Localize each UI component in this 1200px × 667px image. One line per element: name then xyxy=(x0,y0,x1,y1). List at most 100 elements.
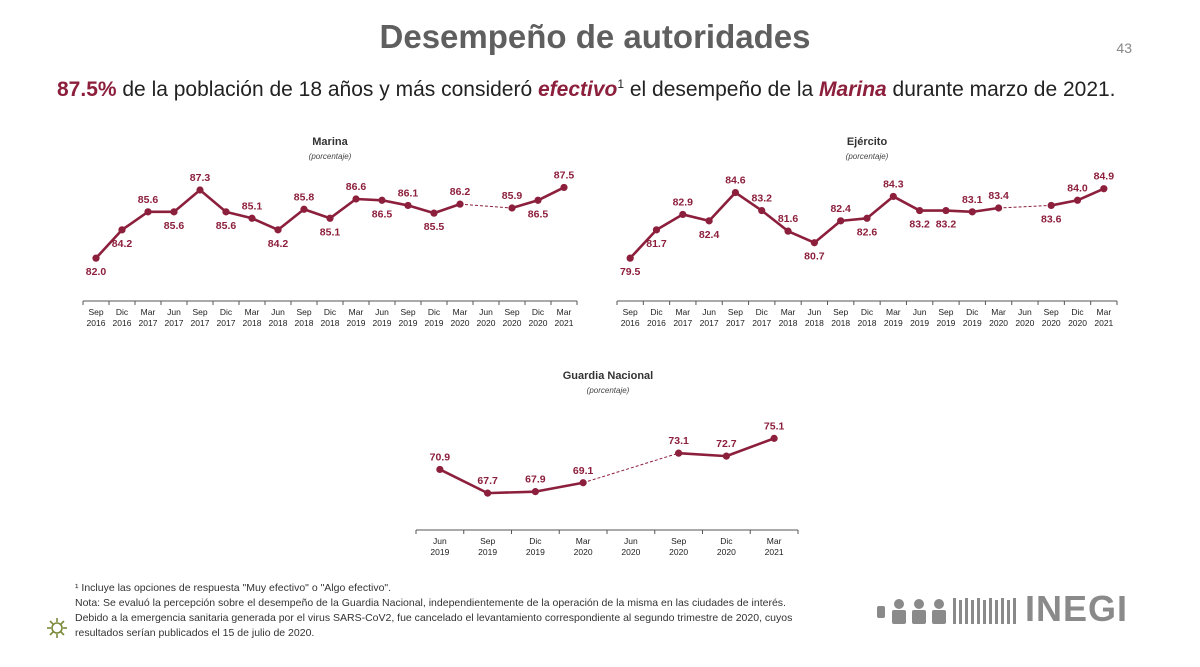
data-point xyxy=(784,227,792,235)
x-tick-label: Jun 2018 xyxy=(269,307,288,328)
x-tick-label: Dic 2019 xyxy=(425,307,444,328)
series-line xyxy=(760,209,789,233)
series-line xyxy=(682,213,710,223)
x-tick-label: Dic 2017 xyxy=(752,307,771,328)
x-tick-label: Jun 2017 xyxy=(700,307,719,328)
data-point xyxy=(675,449,683,457)
series-line xyxy=(95,228,123,260)
data-point xyxy=(810,239,818,247)
data-point xyxy=(652,226,661,234)
page-title: Desempeño de autoridades xyxy=(379,18,811,55)
series-line xyxy=(892,195,921,212)
data-point xyxy=(968,208,976,216)
series-gap-line xyxy=(998,204,1052,209)
series-line xyxy=(734,191,763,212)
series-line xyxy=(655,213,684,231)
x-tick-label: Dic 2020 xyxy=(529,307,548,328)
data-label: 85.6 xyxy=(164,220,185,232)
data-point xyxy=(722,452,730,460)
headline-text-1: de la población de 18 años y más conside… xyxy=(116,78,538,101)
x-tick-label: Mar 2019 xyxy=(347,307,366,328)
headline-emphasis-efectivo: efectivo xyxy=(537,78,618,101)
x-tick-label: Jun 2019 xyxy=(373,307,392,328)
x-tick-label: Jun 2020 xyxy=(477,307,496,328)
data-label: 84.9 xyxy=(1094,171,1115,183)
series-line xyxy=(511,199,539,210)
x-tick-label: Mar 2021 xyxy=(765,536,784,557)
x-tick-label: Mar 2018 xyxy=(243,307,262,328)
data-label: 83.4 xyxy=(988,190,1009,202)
data-label: 84.3 xyxy=(883,178,904,190)
series-line xyxy=(439,468,489,495)
data-label: 83.2 xyxy=(909,219,930,231)
page-number: 43 xyxy=(1116,40,1132,56)
data-point xyxy=(889,192,897,201)
x-tick-label: Dic 2020 xyxy=(1068,307,1087,328)
data-label: 75.1 xyxy=(764,420,785,432)
data-point xyxy=(1100,185,1108,193)
data-label: 82.6 xyxy=(857,226,878,238)
chart-title: Guardia Nacional xyxy=(562,370,654,382)
data-point xyxy=(531,488,539,496)
headline-text-3: durante marzo de 2021. xyxy=(886,78,1116,101)
data-label: 79.5 xyxy=(620,266,641,278)
series-line xyxy=(1077,187,1105,202)
data-label: 67.9 xyxy=(525,474,546,486)
data-label: 69.1 xyxy=(573,465,594,477)
data-label: 85.6 xyxy=(138,194,159,206)
x-tick-label: Mar 2020 xyxy=(574,536,593,557)
footnote-covid-cont: resultados serían publicados el 15 de ju… xyxy=(75,627,315,639)
data-label: 81.7 xyxy=(646,238,667,250)
data-label: 87.5 xyxy=(554,169,575,181)
data-label: 85.6 xyxy=(216,220,237,232)
x-tick-label: Dic 2019 xyxy=(526,536,545,557)
footnote-1: ¹ Incluye las opciones de respuesta "Muy… xyxy=(75,582,392,594)
x-tick-label: Sep 2018 xyxy=(295,307,314,328)
x-tick-label: Dic 2017 xyxy=(217,307,236,328)
data-label: 82.4 xyxy=(830,203,851,215)
data-label: 87.3 xyxy=(190,172,211,184)
series-line xyxy=(945,209,973,214)
x-tick-label: Mar 2020 xyxy=(989,307,1008,328)
footnote-note: Nota: Se evaluó la percepción sobre el d… xyxy=(75,597,786,609)
data-point xyxy=(300,205,308,213)
data-point xyxy=(626,254,634,262)
headline: 87.5% de la población de 18 años y más c… xyxy=(57,75,1133,104)
series-line xyxy=(381,199,409,207)
series-line xyxy=(225,210,253,220)
x-tick-label: Sep 2016 xyxy=(621,307,640,328)
chart-plot: Sep 2016 Dic 2016 Mar 2017 Jun 2017 Sep 2017 Dic 20… xyxy=(616,171,1118,328)
data-label: 84.6 xyxy=(725,175,746,187)
data-point xyxy=(222,208,230,216)
data-label: 84.2 xyxy=(112,238,133,250)
data-label: 73.1 xyxy=(668,435,689,447)
data-label: 85.5 xyxy=(424,221,445,233)
data-label: 84.2 xyxy=(268,238,289,250)
data-label: 72.7 xyxy=(716,438,737,450)
data-point xyxy=(534,196,542,204)
data-label: 85.1 xyxy=(320,226,341,238)
series-line xyxy=(725,437,775,458)
data-label: 85.1 xyxy=(242,200,263,212)
data-point xyxy=(430,209,438,217)
x-tick-label: Mar 2020 xyxy=(451,307,470,328)
data-label: 85.9 xyxy=(502,190,523,202)
chart-plot: Jun 2019 Sep 2019 Dic 2019 Mar 2020 Jun 2020 Sep 20… xyxy=(415,420,799,557)
series-line xyxy=(251,217,279,232)
x-tick-label: Sep 2020 xyxy=(1042,307,1061,328)
headline-emphasis-marina: Marina xyxy=(819,78,887,101)
series-line xyxy=(535,481,584,493)
data-label: 81.6 xyxy=(778,213,799,225)
series-line xyxy=(277,208,305,231)
data-label: 82.0 xyxy=(86,266,107,278)
data-point xyxy=(248,214,256,222)
series-line xyxy=(866,195,895,220)
x-tick-label: Sep 2017 xyxy=(726,307,745,328)
x-tick-label: Dic 2018 xyxy=(858,307,877,328)
chart-subtitle: (porcentaje) xyxy=(845,152,889,161)
brand-name: INEGI xyxy=(1025,588,1129,629)
data-label: 67.7 xyxy=(477,475,498,487)
data-label: 82.9 xyxy=(673,196,694,208)
data-label: 86.1 xyxy=(398,187,419,199)
chart-title: Marina xyxy=(312,136,348,148)
